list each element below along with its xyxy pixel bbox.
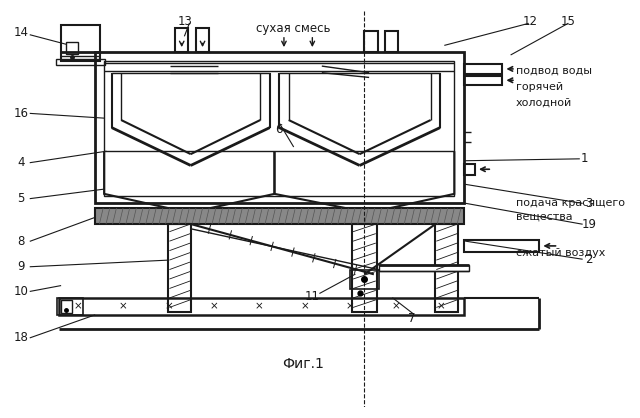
- Text: 16: 16: [13, 107, 28, 120]
- Text: 4: 4: [17, 156, 24, 169]
- Text: ×: ×: [164, 301, 173, 311]
- Text: 18: 18: [13, 331, 28, 344]
- Text: 15: 15: [561, 15, 575, 28]
- Text: ×: ×: [300, 301, 309, 311]
- Bar: [95, 208, 464, 224]
- Bar: [464, 64, 502, 74]
- Text: 6: 6: [275, 123, 283, 136]
- Text: вещества: вещества: [516, 212, 572, 222]
- Text: 2: 2: [585, 252, 593, 266]
- Bar: [175, 28, 188, 52]
- Text: 11: 11: [305, 290, 320, 303]
- Bar: [67, 42, 77, 54]
- Bar: [56, 59, 105, 65]
- Text: холодной: холодной: [516, 98, 572, 108]
- Text: ×: ×: [255, 301, 264, 311]
- Bar: [61, 300, 72, 313]
- Bar: [364, 31, 378, 52]
- Bar: [464, 240, 540, 252]
- Bar: [104, 61, 454, 196]
- Text: ×: ×: [209, 301, 218, 311]
- Bar: [464, 163, 475, 175]
- Text: 8: 8: [17, 234, 24, 248]
- Text: подача красящего: подача красящего: [516, 198, 625, 208]
- Text: 13: 13: [178, 15, 193, 28]
- Text: ×: ×: [436, 301, 445, 311]
- Text: 5: 5: [17, 192, 24, 205]
- Text: сухая смесь: сухая смесь: [256, 22, 331, 35]
- Bar: [95, 52, 464, 203]
- Bar: [57, 298, 83, 315]
- Text: 19: 19: [581, 218, 596, 231]
- Text: Фиг.1: Фиг.1: [282, 357, 324, 371]
- Bar: [385, 31, 399, 52]
- Text: 12: 12: [522, 15, 538, 28]
- Bar: [435, 224, 458, 312]
- Bar: [61, 25, 100, 61]
- Text: ×: ×: [73, 301, 82, 311]
- Text: 3: 3: [585, 197, 593, 210]
- Bar: [168, 224, 191, 312]
- Bar: [196, 28, 209, 52]
- Text: сжатый воздух: сжатый воздух: [516, 248, 605, 258]
- Bar: [350, 270, 379, 288]
- Text: 7: 7: [408, 312, 415, 325]
- Bar: [379, 265, 468, 270]
- Text: 14: 14: [13, 26, 28, 39]
- Bar: [352, 224, 377, 312]
- Text: подвод воды: подвод воды: [516, 66, 592, 76]
- Bar: [464, 76, 502, 85]
- Text: 1: 1: [580, 152, 588, 166]
- Text: горячей: горячей: [516, 82, 563, 92]
- Text: ×: ×: [346, 301, 355, 311]
- Text: 9: 9: [17, 260, 24, 273]
- Text: ×: ×: [391, 301, 400, 311]
- Text: ×: ×: [118, 301, 127, 311]
- Bar: [59, 298, 464, 315]
- Text: 10: 10: [13, 285, 28, 298]
